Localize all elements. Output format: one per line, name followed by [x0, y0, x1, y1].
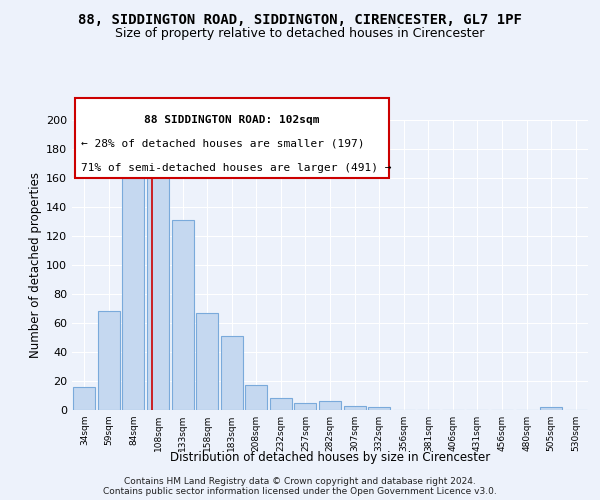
Bar — [221, 336, 243, 410]
Text: Distribution of detached houses by size in Cirencester: Distribution of detached houses by size … — [170, 451, 490, 464]
Bar — [122, 178, 145, 410]
Bar — [245, 386, 268, 410]
Text: 71% of semi-detached houses are larger (491) →: 71% of semi-detached houses are larger (… — [81, 163, 392, 173]
Bar — [172, 220, 194, 410]
Bar — [368, 407, 390, 410]
Text: ← 28% of detached houses are smaller (197): ← 28% of detached houses are smaller (19… — [81, 139, 365, 149]
Bar — [540, 407, 562, 410]
Text: Size of property relative to detached houses in Cirencester: Size of property relative to detached ho… — [115, 28, 485, 40]
Bar — [295, 403, 316, 410]
Bar — [98, 312, 120, 410]
Bar — [73, 387, 95, 410]
Bar — [270, 398, 292, 410]
Text: 88 SIDDINGTON ROAD: 102sqm: 88 SIDDINGTON ROAD: 102sqm — [144, 115, 320, 125]
Text: Contains HM Land Registry data © Crown copyright and database right 2024.: Contains HM Land Registry data © Crown c… — [124, 476, 476, 486]
Bar — [196, 313, 218, 410]
Text: Contains public sector information licensed under the Open Government Licence v3: Contains public sector information licen… — [103, 486, 497, 496]
Text: 88, SIDDINGTON ROAD, SIDDINGTON, CIRENCESTER, GL7 1PF: 88, SIDDINGTON ROAD, SIDDINGTON, CIRENCE… — [78, 12, 522, 26]
Bar — [344, 406, 365, 410]
Bar — [147, 174, 169, 410]
Y-axis label: Number of detached properties: Number of detached properties — [29, 172, 42, 358]
Bar — [319, 402, 341, 410]
